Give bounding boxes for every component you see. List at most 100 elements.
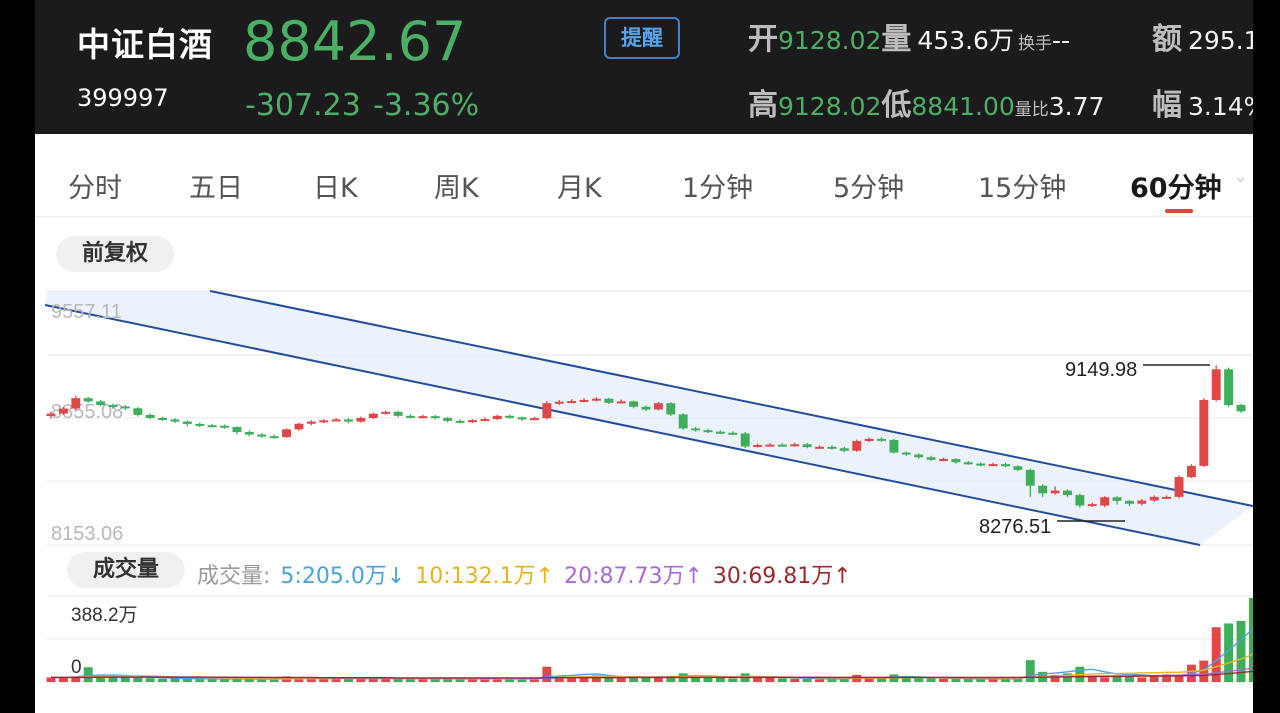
candle-body: [939, 459, 948, 462]
volume-bar: [1211, 627, 1221, 682]
volume-bar: [1248, 598, 1253, 682]
volume-bar: [517, 679, 527, 682]
candle-body: [815, 446, 825, 449]
tab-daily-k[interactable]: 日K: [313, 173, 358, 204]
candle-body: [703, 430, 713, 433]
high-label: 高: [748, 88, 778, 123]
candle-body: [1062, 490, 1072, 496]
candle-body: [1236, 405, 1246, 412]
candle-body: [963, 462, 973, 465]
candle-body: [901, 452, 911, 455]
volume-bar: [1236, 620, 1246, 682]
volume-bar: [864, 677, 874, 682]
volume-bar: [480, 678, 490, 682]
candle-body: [46, 413, 56, 416]
volume-bar: [1001, 678, 1010, 682]
volume-bar: [529, 679, 539, 682]
volume-bar: [703, 677, 713, 682]
candle-body: [715, 431, 725, 434]
volume-max-label: 388.2万: [71, 605, 138, 626]
tab-15min[interactable]: 15分钟: [978, 173, 1067, 204]
candle-body: [319, 420, 329, 423]
volume-bar: [306, 678, 316, 682]
stock-app: 中证白酒 399997 8842.67 -307.23 -3.36% 提醒 开9…: [35, 0, 1253, 713]
volume-bar: [579, 675, 589, 682]
candle-body: [145, 414, 155, 418]
alert-button[interactable]: 提醒: [604, 17, 680, 59]
candle-body: [852, 441, 862, 451]
candle-body: [1013, 466, 1023, 470]
candle-body: [839, 448, 849, 451]
candle-body: [418, 416, 428, 419]
candle-body: [579, 399, 589, 402]
volume-bar: [269, 679, 279, 682]
price-change-percent: -3.36%: [373, 88, 480, 123]
stats-row-2: 高9128.02低8841.00量比3.77: [748, 80, 1104, 124]
volume-bar: [46, 677, 56, 682]
candle-body: [1100, 497, 1110, 506]
volume-bar: [455, 678, 465, 682]
turnover-label: 换手: [1017, 34, 1052, 54]
tab-weekly-k[interactable]: 周K: [434, 173, 479, 204]
candle-body: [158, 417, 168, 420]
volume-bar: [939, 678, 948, 682]
volume-ma30-line: [51, 670, 1253, 679]
volume-bar: [418, 678, 428, 682]
candle-body: [542, 403, 552, 419]
adjust-selector[interactable]: 前复权: [56, 236, 174, 272]
tab-intraday[interactable]: 分时: [68, 173, 122, 204]
tab-1min[interactable]: 1分钟: [682, 173, 754, 204]
candle-body: [864, 438, 874, 442]
volume-bar: [1112, 675, 1122, 682]
volume-bar: [1199, 660, 1209, 682]
chevron-down-icon[interactable]: ⌄: [1233, 166, 1249, 187]
volume-bar: [232, 678, 242, 682]
volume-bar: [96, 677, 106, 682]
candle-body: [195, 423, 205, 426]
candle-body: [926, 457, 936, 460]
volume-zero-label: 0: [71, 657, 82, 678]
volume-bar: [505, 678, 515, 682]
candle-body: [58, 408, 68, 414]
volume-bar: [133, 677, 143, 682]
volume-bar: [777, 678, 787, 682]
candle-body: [430, 416, 440, 419]
low-value: 8841.00: [911, 92, 1015, 121]
volume-bar: [542, 666, 552, 682]
candle-body: [108, 405, 118, 408]
candle-body: [306, 421, 316, 424]
volume-bar: [839, 678, 849, 682]
candle-body: [83, 398, 93, 402]
candle-body: [455, 420, 465, 423]
tab-five-day[interactable]: 五日: [189, 173, 243, 204]
tab-5min[interactable]: 5分钟: [833, 173, 905, 204]
open-label: 开: [748, 22, 778, 57]
candle-body: [220, 425, 230, 428]
volume-bar: [715, 677, 725, 682]
tab-60min[interactable]: 60分钟: [1130, 173, 1222, 204]
volume-indicator-selector[interactable]: 成交量: [67, 552, 185, 588]
volume-bar: [1224, 623, 1234, 682]
candle-body: [877, 438, 886, 441]
candle-body: [282, 429, 291, 438]
candle-body: [71, 398, 81, 409]
amount-label: 额: [1152, 22, 1182, 57]
candle-body: [914, 454, 924, 458]
volume-bar: [257, 679, 267, 682]
volume-bar: [567, 676, 577, 682]
volume-bar: [220, 679, 230, 682]
channel-lower-line: [44, 304, 1201, 546]
candle-body: [1001, 464, 1010, 467]
candle-body: [790, 444, 800, 447]
low-annotation-label: 8276.51: [979, 516, 1051, 538]
candle-body: [753, 445, 763, 448]
candle-body: [294, 423, 304, 430]
price-change: -307.23: [245, 88, 361, 123]
tab-monthly-k[interactable]: 月K: [557, 173, 602, 204]
volume-bar: [926, 678, 936, 682]
candle-body: [393, 411, 403, 416]
y-axis-mid-label: 8855.08: [51, 401, 123, 423]
volume-bar: [765, 677, 775, 682]
candle-body: [1050, 490, 1060, 494]
volume-bar: [207, 678, 217, 682]
